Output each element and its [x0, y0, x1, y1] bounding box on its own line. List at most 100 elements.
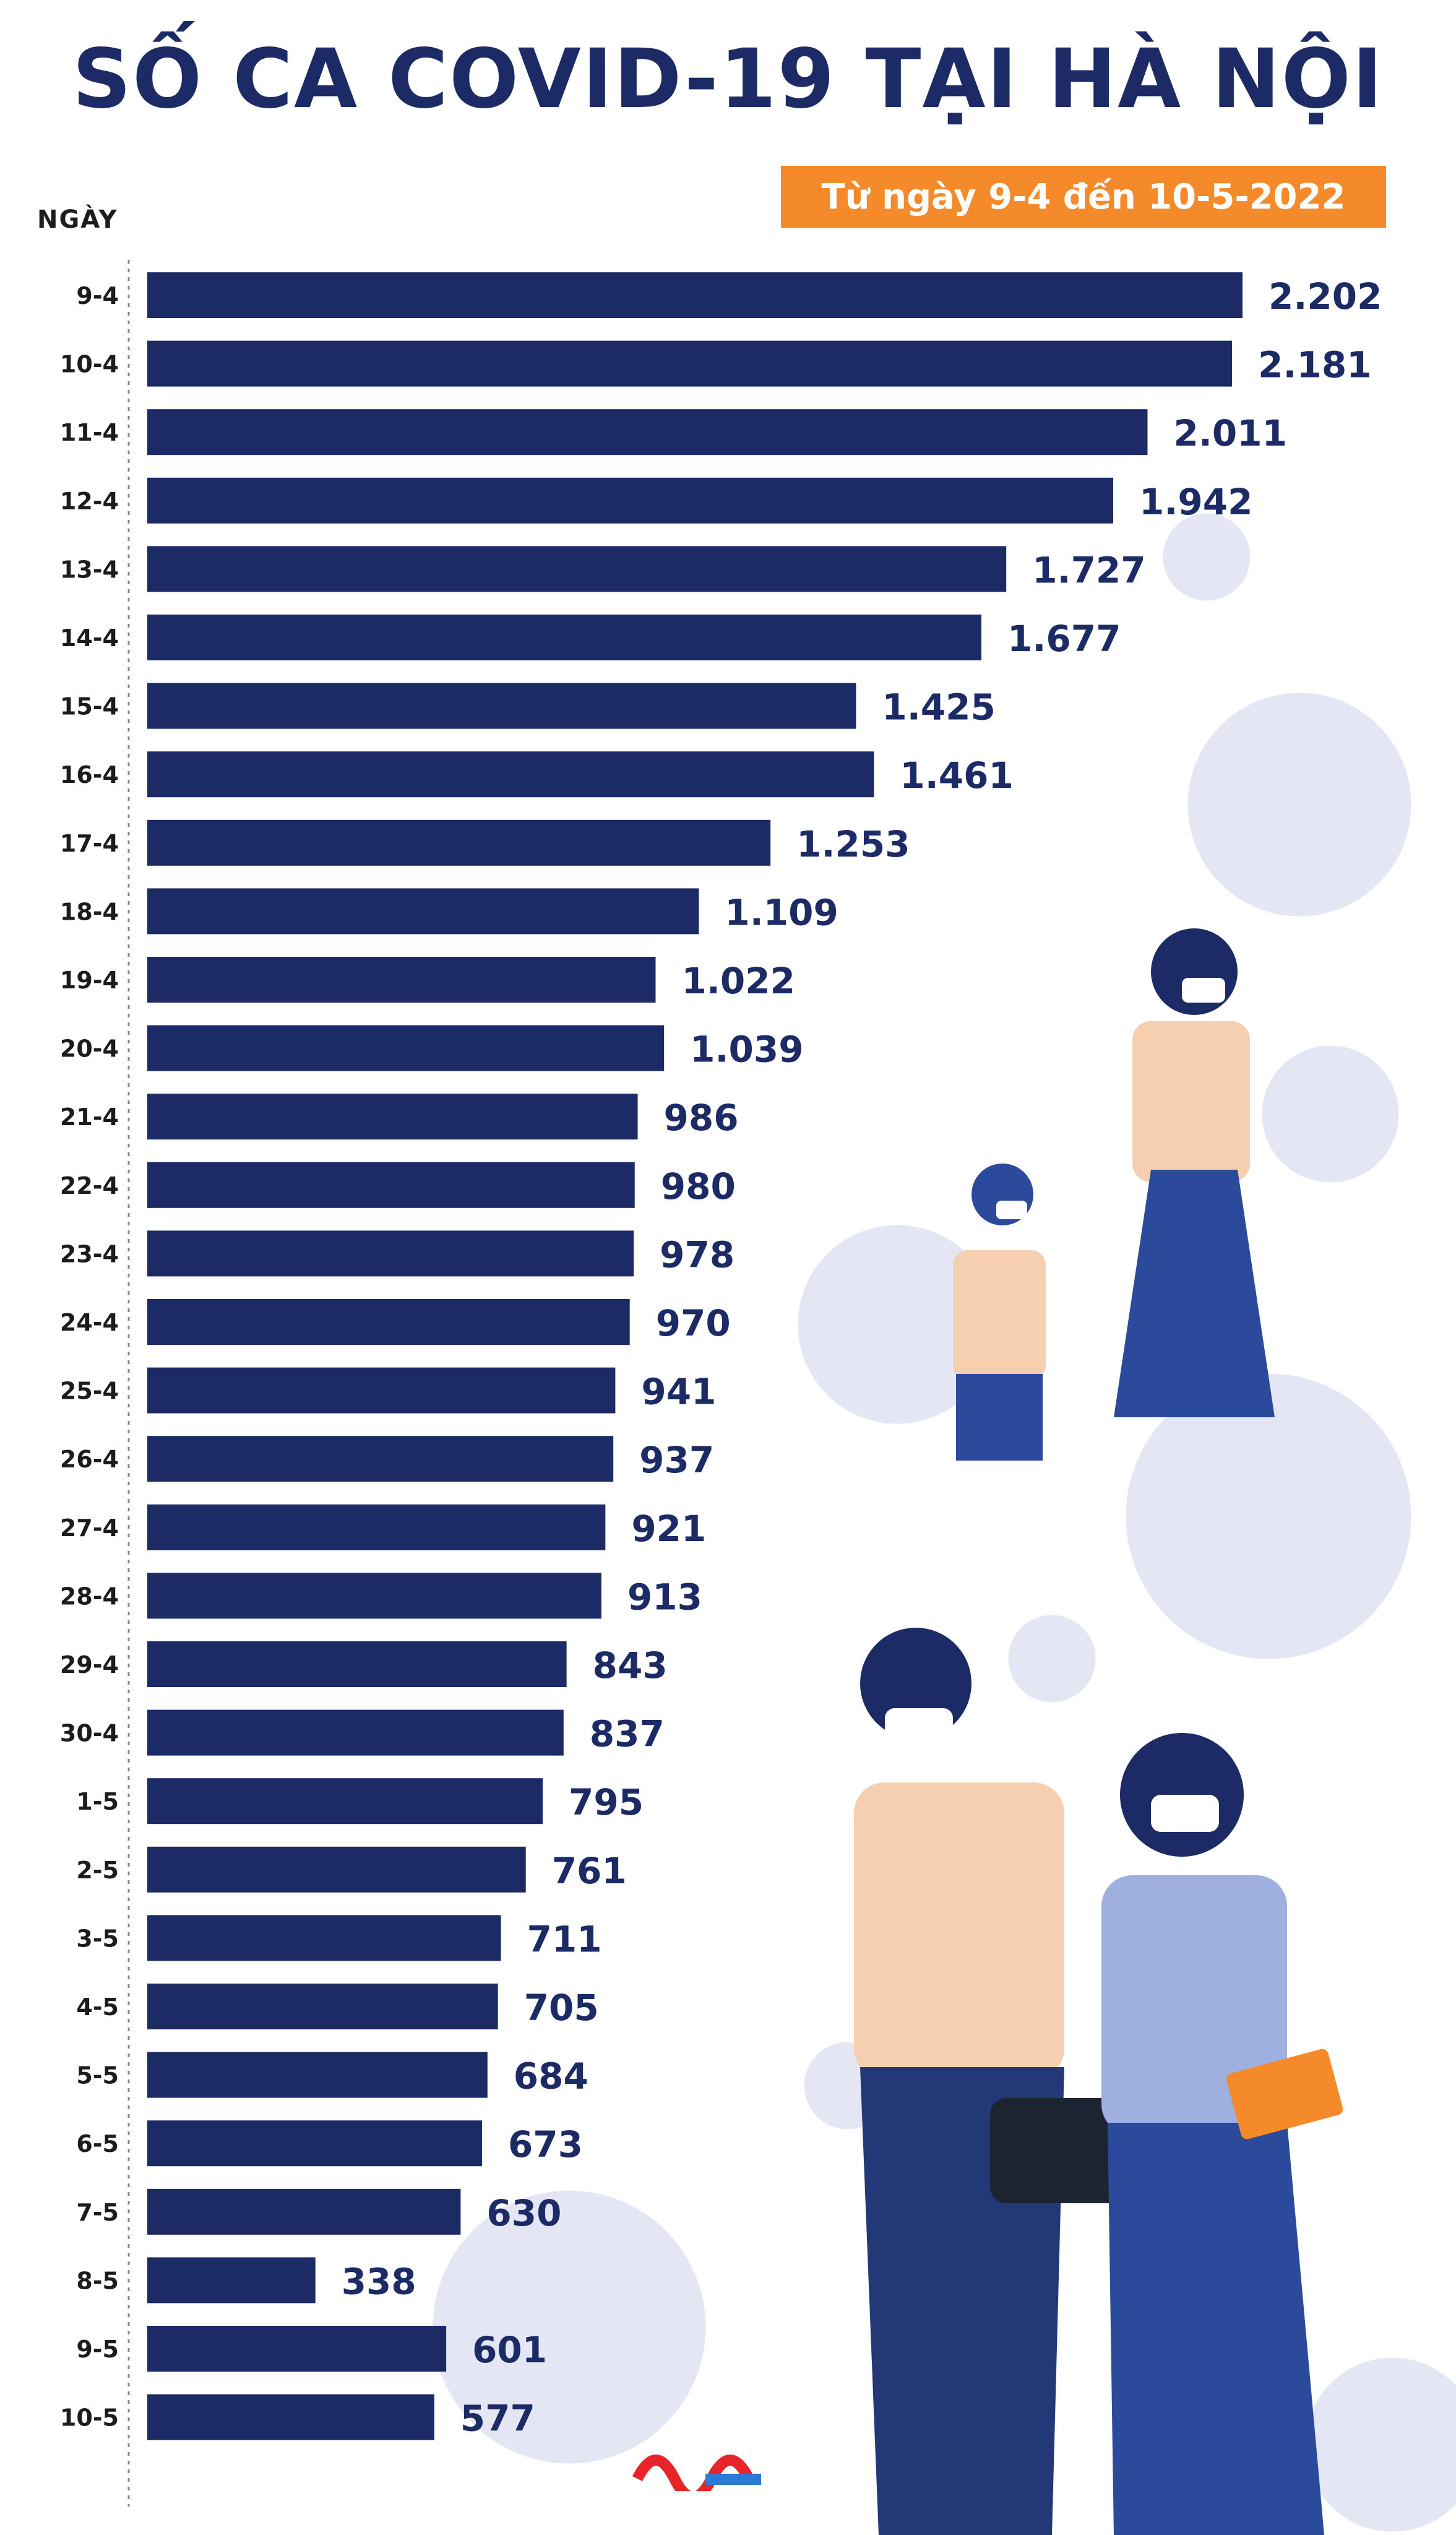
category-label: 5-5 — [76, 2062, 119, 2089]
bar — [147, 1778, 543, 1825]
value-label: 338 — [342, 2260, 416, 2302]
category-label: 18-4 — [60, 898, 119, 925]
value-label: 673 — [508, 2123, 583, 2166]
value-label: 601 — [472, 2329, 547, 2371]
category-label: 19-4 — [60, 967, 119, 994]
bar — [147, 957, 656, 1003]
value-label: 978 — [660, 1233, 734, 1276]
bar — [147, 1504, 606, 1550]
bar — [147, 2120, 482, 2167]
value-label: 2.011 — [1173, 412, 1286, 454]
bar — [147, 1915, 501, 1961]
value-label: 970 — [656, 1302, 731, 1344]
bar — [147, 888, 699, 935]
category-label: 25-4 — [60, 1378, 119, 1405]
category-label: 26-4 — [60, 1446, 119, 1473]
value-label: 843 — [593, 1644, 668, 1686]
category-label: 11-4 — [60, 419, 119, 446]
value-label: 1.022 — [681, 960, 795, 1002]
value-label: 1.942 — [1139, 481, 1252, 523]
value-label: 1.039 — [690, 1029, 803, 1071]
date-range-badge: Từ ngày 9-4 đến 10-5-2022 — [781, 166, 1386, 228]
value-label: 913 — [627, 1576, 702, 1618]
bar — [147, 819, 771, 866]
category-label: 9-4 — [76, 282, 119, 309]
bar — [147, 1709, 564, 1756]
category-label: 29-4 — [60, 1651, 119, 1678]
category-label: 14-4 — [60, 624, 119, 652]
bar — [147, 1436, 614, 1482]
bar — [147, 340, 1233, 387]
bar — [147, 546, 1007, 592]
bar — [147, 409, 1148, 456]
bar — [147, 2326, 447, 2372]
value-label: 1.253 — [796, 823, 910, 865]
category-label: 28-4 — [60, 1583, 119, 1610]
axis-label-ngay: NGÀY — [37, 205, 118, 234]
value-label: 2.202 — [1269, 275, 1382, 317]
category-label: 22-4 — [60, 1172, 119, 1199]
category-label: 30-4 — [60, 1720, 119, 1747]
category-label: 21-4 — [60, 1103, 119, 1131]
category-label: 15-4 — [60, 693, 119, 720]
bar — [147, 2188, 461, 2235]
category-label: 12-4 — [60, 488, 119, 515]
bar — [147, 1299, 630, 1345]
bar — [147, 751, 874, 798]
value-label: 980 — [661, 1165, 736, 1207]
bar — [147, 1230, 634, 1277]
category-label: 9-5 — [76, 2336, 119, 2363]
value-label: 795 — [569, 1781, 644, 1823]
bar — [147, 1367, 616, 1414]
people-illustration — [854, 928, 1343, 2535]
value-label: 684 — [514, 2055, 588, 2097]
category-label: 10-5 — [60, 2404, 119, 2432]
category-label: 27-4 — [60, 1514, 119, 1542]
bar — [147, 2394, 434, 2440]
logo-icon — [632, 2455, 761, 2503]
category-label: 1-5 — [76, 1788, 119, 1815]
category-label: 20-4 — [60, 1035, 119, 1063]
category-label: 10-4 — [60, 351, 119, 378]
value-label: 630 — [486, 2192, 561, 2234]
bar — [147, 2257, 316, 2304]
page-title: SỐ CA COVID-19 TẠI HÀ NỘI — [72, 32, 1384, 127]
value-label: 705 — [524, 1987, 599, 2029]
category-label: 3-5 — [76, 1925, 119, 1952]
value-label: 761 — [552, 1850, 627, 1892]
value-label: 837 — [590, 1713, 665, 1755]
value-label: 711 — [527, 1918, 602, 1960]
value-label: 1.677 — [1007, 618, 1121, 660]
bar — [147, 1162, 635, 1208]
category-label: 8-5 — [76, 2267, 119, 2294]
category-label: 6-5 — [76, 2130, 119, 2157]
bar — [147, 683, 856, 729]
tuoi-tre-logo — [631, 2435, 767, 2503]
category-label: 7-5 — [76, 2199, 119, 2226]
bar — [147, 1641, 567, 1687]
bar — [147, 272, 1243, 318]
category-label: 23-4 — [60, 1240, 119, 1268]
value-label: 986 — [664, 1097, 739, 1139]
category-label: 16-4 — [60, 761, 119, 788]
category-label: 17-4 — [60, 830, 119, 857]
value-label: 1.461 — [900, 754, 1013, 797]
bar — [147, 1025, 665, 1071]
bar — [147, 1846, 526, 1893]
category-label: 24-4 — [60, 1309, 119, 1336]
bar — [147, 1984, 498, 2029]
value-label: 577 — [460, 2398, 535, 2440]
value-label: 1.109 — [725, 891, 838, 933]
value-label: 941 — [641, 1371, 716, 1413]
bar — [147, 2052, 488, 2098]
bar — [147, 1573, 601, 1619]
bar — [147, 477, 1114, 524]
category-label: 4-5 — [76, 1993, 119, 2021]
value-label: 1.727 — [1032, 549, 1145, 591]
value-label: 921 — [631, 1508, 706, 1550]
value-label: 2.181 — [1258, 344, 1371, 386]
category-label: 2-5 — [76, 1857, 119, 1884]
value-label: 937 — [639, 1439, 714, 1481]
bar — [147, 615, 981, 660]
